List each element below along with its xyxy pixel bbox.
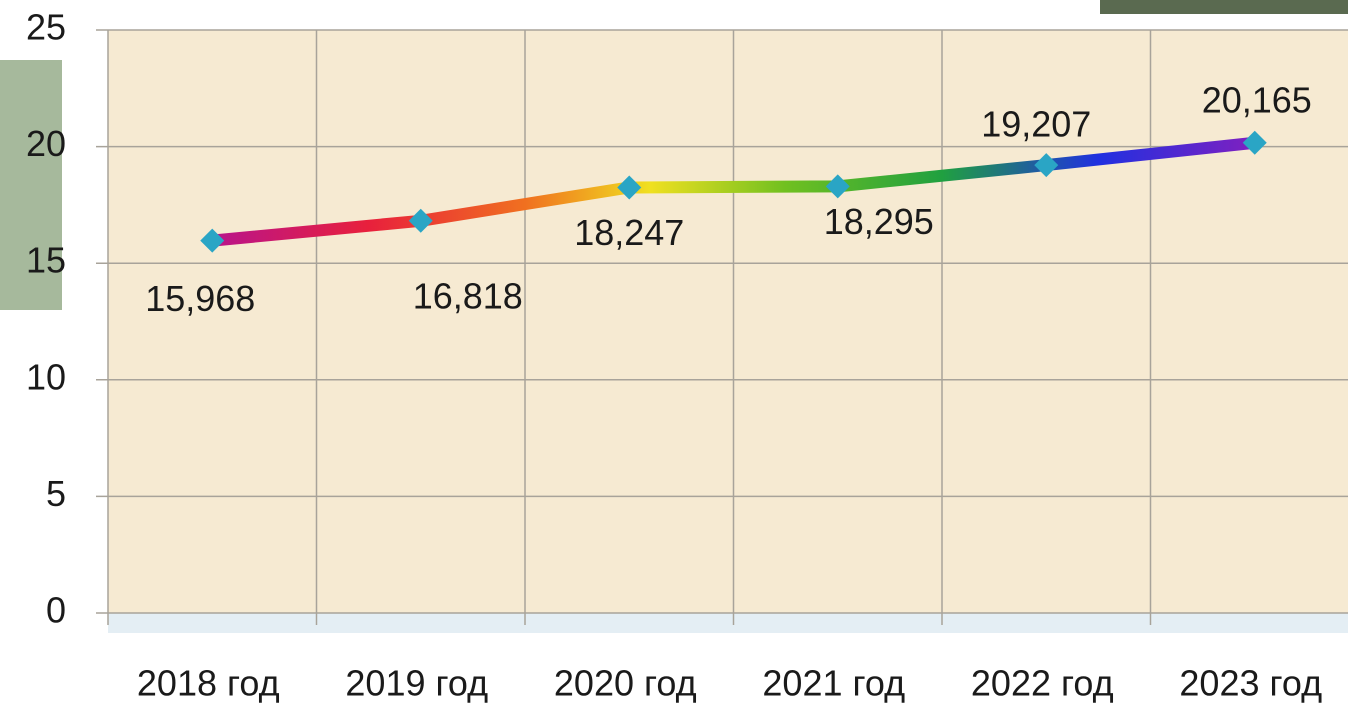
y-tick-label: 15 [26,240,66,281]
data-label: 15,968 [145,278,255,319]
decor-photo [0,60,62,310]
x-tick-label: 2021 год [762,663,905,704]
marker [617,175,642,200]
y-tick-label: 0 [46,590,66,631]
marker [1034,153,1059,178]
line [211,136,1256,247]
data-label: 16,818 [413,275,523,316]
y-tick-label: 20 [26,123,66,164]
y-tick-label: 10 [26,356,66,397]
data-label: 18,247 [574,212,684,253]
marker [1242,130,1267,155]
marker [408,208,433,233]
x-tick-label: 2023 год [1179,663,1322,704]
marker [825,174,850,199]
data-label: 18,295 [824,201,934,242]
y-tick-label: 5 [46,473,66,514]
y-tick-label: 25 [26,7,66,48]
floor [108,613,1348,633]
decor-photo [1100,0,1348,14]
plot-area [108,30,1348,613]
data-label: 20,165 [1202,79,1312,120]
x-tick-label: 2022 год [971,663,1114,704]
data-label: 19,207 [981,104,1091,145]
marker [200,228,225,253]
x-tick-label: 2018 год [137,663,280,704]
x-tick-label: 2019 год [345,663,488,704]
x-tick-label: 2020 год [554,663,697,704]
